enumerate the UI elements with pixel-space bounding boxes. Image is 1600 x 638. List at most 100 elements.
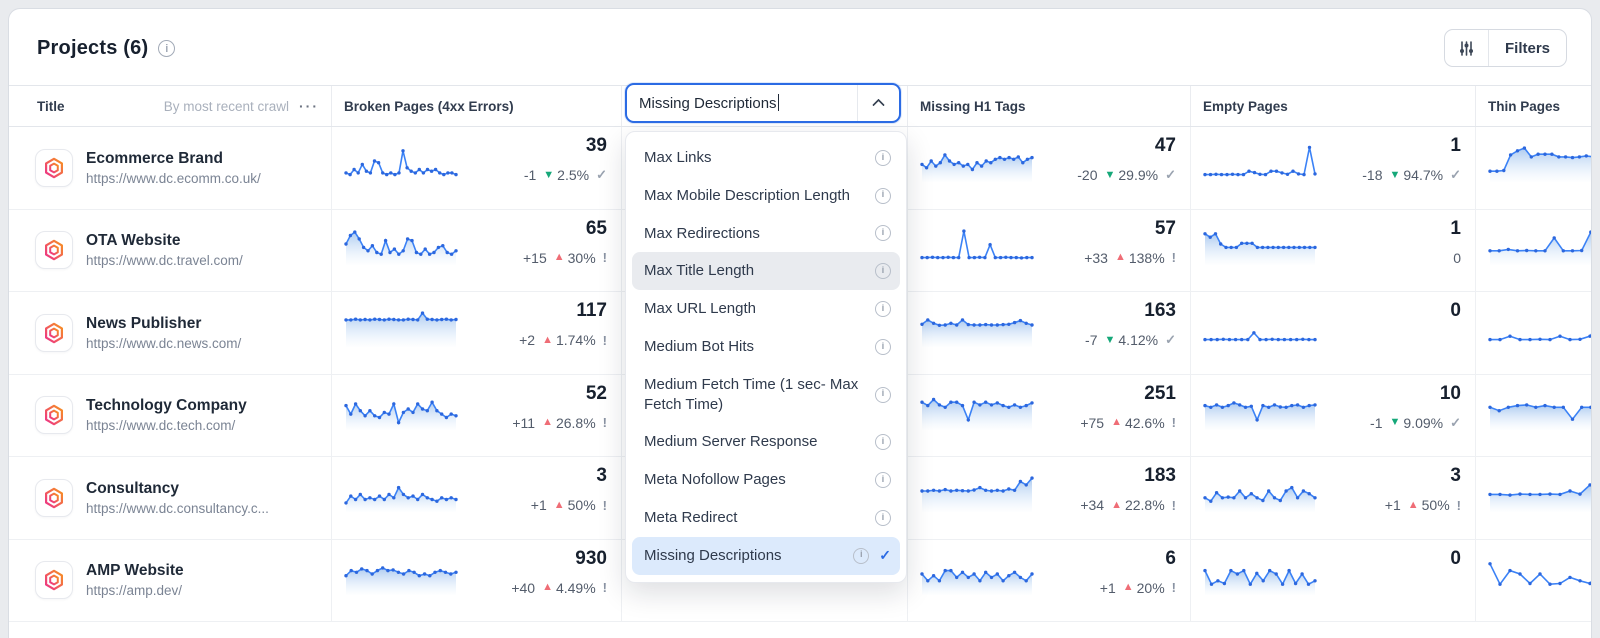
project-logo-icon xyxy=(35,313,73,352)
filters-button[interactable]: Filters xyxy=(1443,29,1567,67)
change-delta: +15 xyxy=(522,249,547,266)
menu-item-label[interactable]: Max Mobile Description Length xyxy=(644,186,850,204)
info-icon[interactable]: i xyxy=(875,338,891,355)
selected-check-icon: ✓ xyxy=(879,547,891,564)
sparkline-chart xyxy=(920,228,1034,260)
menu-item-label[interactable]: Medium Server Response xyxy=(644,433,818,451)
menu-item-max-url-length[interactable]: Max URL Length i xyxy=(632,290,900,328)
menu-item-missing-descriptions[interactable]: Missing Descriptions i ✓ xyxy=(632,536,900,575)
metric-cell: 163 -7 ▼ 4.12% ✓ xyxy=(907,292,1190,374)
column-header-broken-pages[interactable]: Broken Pages (4xx Errors) xyxy=(331,86,621,126)
trend-up-icon: ▲ xyxy=(553,251,565,263)
project-url: https://www.dc.ecomm.co.uk/ xyxy=(86,170,261,186)
menu-item-max-mobile-description-length[interactable]: Max Mobile Description Length i xyxy=(632,177,900,215)
metric-select-value[interactable]: Missing Descriptions xyxy=(639,95,777,112)
info-icon[interactable]: i xyxy=(875,434,891,451)
change-percent: 29.9% xyxy=(1118,167,1159,183)
menu-item-label[interactable]: Max Redirections xyxy=(644,224,760,242)
menu-item-label[interactable]: Meta Nofollow Pages xyxy=(644,471,786,489)
metric-value: 52 xyxy=(585,382,607,404)
menu-item-label[interactable]: Missing Descriptions xyxy=(644,546,782,564)
info-icon[interactable]: i xyxy=(875,149,891,166)
menu-item-max-redirections[interactable]: Max Redirections i xyxy=(632,215,900,253)
trend-up-icon: ▲ xyxy=(542,333,553,346)
sparkline-chart xyxy=(1488,229,1591,265)
metric-select-input[interactable]: Missing Descriptions xyxy=(625,83,901,123)
menu-item-medium-server-response[interactable]: Medium Server Response i xyxy=(632,423,900,461)
project-row: OTA Website https://www.dc.travel.com/65 +… xyxy=(9,209,1591,292)
sparkline-chart xyxy=(1488,561,1591,586)
metric-value: 0 xyxy=(1450,300,1461,321)
metric-value: 163 xyxy=(1144,300,1176,321)
menu-item-label[interactable]: Medium Bot Hits xyxy=(644,337,755,355)
menu-item-medium-bot-hits[interactable]: Medium Bot Hits i xyxy=(632,328,900,366)
menu-item-medium-fetch-time-1-sec-max-fetch-time[interactable]: Medium Fetch Time (1 sec- Max Fetch Time… xyxy=(632,366,900,424)
info-icon[interactable]: i xyxy=(875,509,891,526)
info-icon[interactable]: i xyxy=(875,301,891,318)
change-percent: 94.7% xyxy=(1403,167,1444,183)
sparkline-chart xyxy=(1203,331,1317,342)
info-icon[interactable]: i xyxy=(875,187,891,204)
project-logo-icon xyxy=(35,148,73,187)
menu-item-max-title-length[interactable]: Max Title Length i xyxy=(632,252,900,291)
menu-item-max-links[interactable]: Max Links i xyxy=(632,139,900,177)
menu-item-label[interactable]: Max Title Length xyxy=(644,262,755,280)
sparkline-chart xyxy=(1203,400,1317,430)
sparkline-chart xyxy=(1203,485,1317,512)
metric-value: 3 xyxy=(596,465,607,486)
project-name[interactable]: Technology Company xyxy=(86,397,247,415)
menu-item-meta-redirect[interactable]: Meta Redirect i xyxy=(632,499,900,537)
info-icon[interactable]: i xyxy=(853,547,870,564)
project-title-cell[interactable]: Consultancy https://www.dc.consultancy.c.… xyxy=(9,457,331,539)
change-delta: +1 xyxy=(530,497,547,513)
metric-change: +33 ▲ 138%! xyxy=(1084,250,1176,266)
metric-cell xyxy=(621,457,907,539)
info-icon[interactable]: i xyxy=(158,40,176,57)
alert-icon: ! xyxy=(1171,580,1176,595)
project-name[interactable]: AMP Website xyxy=(86,562,184,580)
info-icon[interactable]: i xyxy=(875,386,891,403)
sliders-icon[interactable] xyxy=(1445,30,1489,66)
sparkline-chart xyxy=(920,318,1034,347)
column-header-thin-pages[interactable]: Thin Pages xyxy=(1475,86,1591,126)
ellipsis-menu-icon[interactable]: ··· xyxy=(299,98,319,114)
check-icon: ✓ xyxy=(1450,167,1461,182)
project-name[interactable]: OTA Website xyxy=(86,232,181,250)
menu-item-meta-nofollow-pages[interactable]: Meta Nofollow Pages i xyxy=(632,461,900,499)
change-percent: 4.49% xyxy=(555,579,596,596)
menu-item-label[interactable]: Max Links xyxy=(644,149,712,166)
menu-item-label[interactable]: Meta Redirect xyxy=(644,508,738,526)
project-name[interactable]: News Publisher xyxy=(86,314,202,332)
chevron-up-icon[interactable] xyxy=(857,85,899,121)
sparkline-chart xyxy=(1203,145,1317,177)
project-title-cell[interactable]: AMP Website https://amp.dev/ xyxy=(9,540,331,622)
project-name[interactable]: Ecommerce Brand xyxy=(86,149,223,167)
sparkline-chart xyxy=(920,397,1034,430)
sparkline-chart xyxy=(344,311,458,347)
column-header-title: Title By most recent crawl ··· xyxy=(9,86,331,126)
change-delta: +34 xyxy=(1080,497,1105,513)
info-icon[interactable]: i xyxy=(875,472,891,489)
column-header-empty-pages[interactable]: Empty Pages xyxy=(1190,86,1475,126)
menu-item-label[interactable]: Max URL Length xyxy=(644,300,757,318)
column-header-missing-h1[interactable]: Missing H1 Tags xyxy=(907,86,1190,126)
project-title-cell[interactable]: Ecommerce Brand https://www.dc.ecomm.co.u… xyxy=(9,127,331,209)
change-percent: 50% xyxy=(1421,497,1450,513)
title-header-label: Title xyxy=(37,98,65,114)
menu-item-label[interactable]: Medium Fetch Time (1 sec- Max Fetch Time… xyxy=(644,375,859,413)
change-percent: 26.8% xyxy=(555,414,596,431)
info-icon[interactable]: i xyxy=(875,263,891,280)
project-title-cell[interactable]: News Publisher https://www.dc.news.com/ xyxy=(9,292,331,374)
project-title-cell[interactable]: Technology Company https://www.dc.tech.co… xyxy=(9,375,331,457)
metric-value: 47 xyxy=(1154,135,1176,156)
change-delta: +1 xyxy=(1384,497,1401,513)
trend-down-icon: ▼ xyxy=(543,168,555,181)
project-name[interactable]: Consultancy xyxy=(86,479,180,497)
metric-cell: 57 +33 ▲ 138%! xyxy=(907,209,1190,291)
info-icon[interactable]: i xyxy=(875,225,891,242)
project-title-cell[interactable]: OTA Website https://www.dc.travel.com/ xyxy=(9,210,331,292)
metric-value: 183 xyxy=(1144,465,1176,486)
metric-value: 6 xyxy=(1165,547,1176,569)
metric-change: +15 ▲ 30%! xyxy=(523,250,607,266)
filters-label[interactable]: Filters xyxy=(1504,39,1550,57)
